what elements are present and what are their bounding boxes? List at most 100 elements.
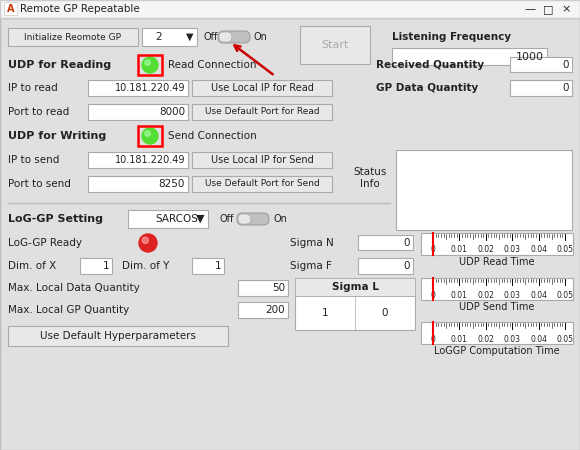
- Bar: [192, 152, 332, 168]
- Text: A: A: [7, 4, 14, 14]
- Text: UDP for Writing: UDP for Writing: [8, 131, 106, 141]
- Text: Sigma L: Sigma L: [332, 282, 378, 292]
- Bar: [88, 80, 188, 96]
- Text: 0.05: 0.05: [556, 291, 574, 300]
- Text: 0.05: 0.05: [556, 246, 574, 255]
- Text: 0: 0: [430, 291, 436, 300]
- Text: UDP Read Time: UDP Read Time: [459, 257, 535, 267]
- Text: 10.181.220.49: 10.181.220.49: [114, 155, 185, 165]
- Text: 0.04: 0.04: [530, 334, 547, 343]
- Bar: [295, 278, 415, 296]
- Bar: [8, 326, 228, 346]
- Bar: [8, 28, 138, 46]
- Bar: [88, 152, 188, 168]
- Bar: [510, 57, 572, 72]
- Bar: [358, 235, 413, 250]
- Text: 1000: 1000: [516, 51, 544, 62]
- Bar: [421, 322, 573, 344]
- Text: GP Data Quantity: GP Data Quantity: [376, 83, 478, 93]
- Text: 0.04: 0.04: [530, 246, 547, 255]
- Bar: [138, 126, 162, 146]
- Text: 0: 0: [404, 238, 410, 248]
- Text: Off: Off: [220, 214, 234, 224]
- FancyBboxPatch shape: [238, 214, 251, 224]
- Bar: [88, 176, 188, 192]
- Text: Use Default Port for Send: Use Default Port for Send: [205, 180, 320, 189]
- Text: Status
Info: Status Info: [353, 167, 387, 189]
- Bar: [396, 150, 572, 230]
- Bar: [128, 210, 208, 228]
- Bar: [138, 55, 162, 75]
- Circle shape: [142, 57, 158, 73]
- Text: Start: Start: [321, 40, 349, 50]
- Text: Remote GP Repeatable: Remote GP Repeatable: [20, 4, 140, 14]
- Text: Received Quantity: Received Quantity: [376, 60, 484, 70]
- Text: 0.03: 0.03: [503, 334, 521, 343]
- FancyBboxPatch shape: [219, 32, 232, 42]
- Text: □: □: [543, 4, 553, 14]
- Text: Dim. of X: Dim. of X: [8, 261, 56, 271]
- Text: On: On: [273, 214, 287, 224]
- Text: 0.01: 0.01: [451, 291, 468, 300]
- Bar: [238, 280, 288, 296]
- Circle shape: [142, 237, 148, 243]
- Text: Use Local IP for Read: Use Local IP for Read: [211, 83, 313, 93]
- Bar: [4, 2, 17, 15]
- Bar: [142, 28, 197, 46]
- Text: 0: 0: [382, 308, 388, 318]
- Bar: [80, 258, 112, 274]
- Bar: [510, 80, 572, 96]
- Bar: [358, 258, 413, 274]
- Bar: [300, 26, 370, 64]
- Text: —: —: [524, 4, 535, 14]
- Text: Port to send: Port to send: [8, 179, 71, 189]
- FancyBboxPatch shape: [218, 31, 250, 43]
- Text: 0.01: 0.01: [451, 334, 468, 343]
- Text: UDP for Reading: UDP for Reading: [8, 60, 111, 70]
- Text: UDP Send Time: UDP Send Time: [459, 302, 535, 312]
- Bar: [88, 104, 188, 120]
- Text: LoG-GP Setting: LoG-GP Setting: [8, 214, 103, 224]
- Text: 1: 1: [103, 261, 109, 271]
- Text: 0: 0: [430, 246, 436, 255]
- Text: 10.181.220.49: 10.181.220.49: [114, 83, 185, 93]
- Circle shape: [139, 234, 157, 252]
- Text: Max. Local Data Quantity: Max. Local Data Quantity: [8, 283, 140, 293]
- Text: 0: 0: [430, 334, 436, 343]
- Text: ×: ×: [561, 4, 571, 14]
- Bar: [238, 302, 288, 318]
- Text: Sigma F: Sigma F: [290, 261, 332, 271]
- Text: Read Connection: Read Connection: [168, 60, 256, 70]
- Text: 1: 1: [215, 261, 221, 271]
- Text: ▼: ▼: [186, 32, 194, 42]
- Text: 0.01: 0.01: [451, 246, 468, 255]
- Text: 0.03: 0.03: [503, 246, 521, 255]
- Text: ▼: ▼: [196, 214, 204, 224]
- Text: 0.02: 0.02: [477, 246, 494, 255]
- Text: Use Local IP for Send: Use Local IP for Send: [211, 155, 313, 165]
- FancyBboxPatch shape: [237, 213, 269, 225]
- Text: 0: 0: [563, 83, 569, 93]
- Text: 0: 0: [563, 59, 569, 69]
- Bar: [192, 176, 332, 192]
- Circle shape: [142, 128, 158, 144]
- Text: LoGGP Computation Time: LoGGP Computation Time: [434, 346, 560, 356]
- Bar: [295, 278, 415, 330]
- Text: Use Default Port for Read: Use Default Port for Read: [205, 108, 320, 117]
- Text: 8000: 8000: [159, 107, 185, 117]
- Text: 8250: 8250: [158, 179, 185, 189]
- Text: 0.03: 0.03: [503, 291, 521, 300]
- Text: Listening Frequency: Listening Frequency: [392, 32, 511, 42]
- Bar: [192, 258, 224, 274]
- Text: On: On: [254, 32, 268, 42]
- Text: 0.02: 0.02: [477, 334, 494, 343]
- Text: Max. Local GP Quantity: Max. Local GP Quantity: [8, 305, 129, 315]
- Text: Dim. of Y: Dim. of Y: [122, 261, 169, 271]
- Text: 0: 0: [404, 261, 410, 271]
- Bar: [192, 104, 332, 120]
- Text: Initialize Reomote GP: Initialize Reomote GP: [24, 32, 121, 41]
- Text: 1: 1: [322, 308, 328, 318]
- Text: 50: 50: [272, 283, 285, 293]
- Text: 200: 200: [266, 305, 285, 315]
- Text: IP to send: IP to send: [8, 155, 59, 165]
